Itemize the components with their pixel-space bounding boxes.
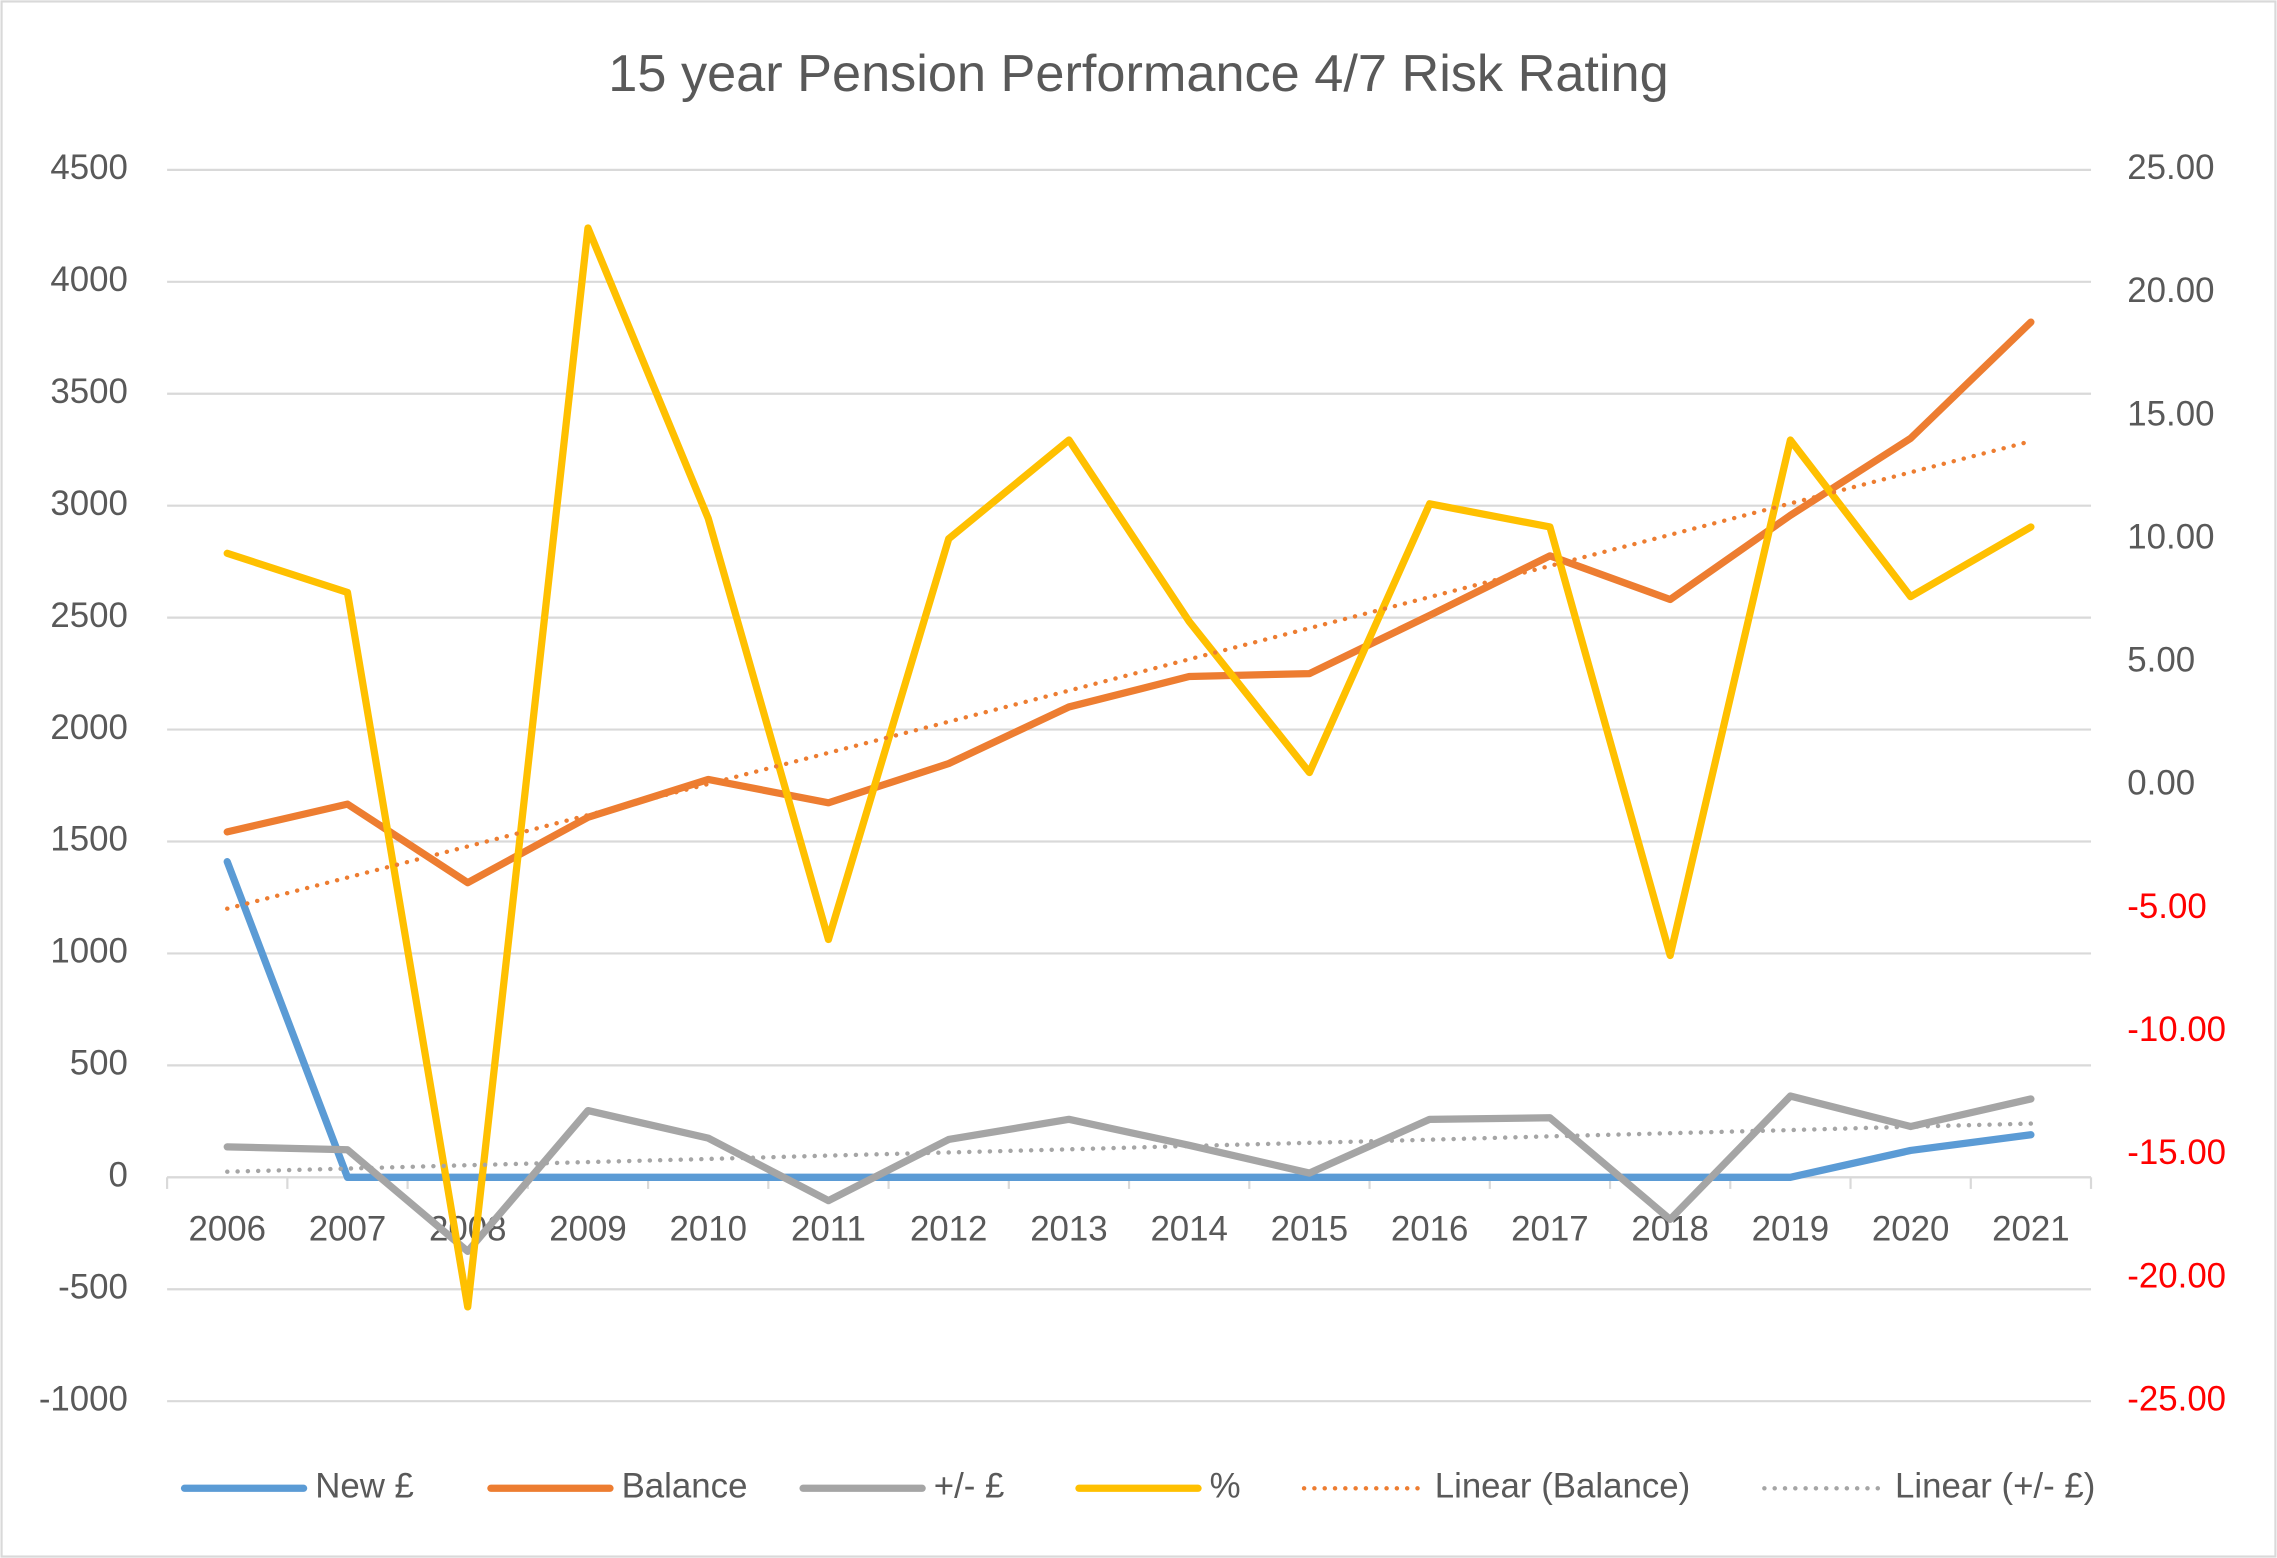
- x-tick-label: 2013: [1030, 1210, 1107, 1249]
- y-tick-label: 3000: [50, 484, 127, 523]
- trendline: [225, 439, 2034, 911]
- y-tick-label: 2000: [50, 708, 127, 747]
- legend-label: Linear (+/- £): [1895, 1467, 2095, 1506]
- x-tick-label: 2011: [791, 1210, 866, 1249]
- trendline: [225, 1121, 2034, 1174]
- y2-tick-label: -10.00: [2127, 1010, 2226, 1049]
- legend-label: +/- £: [934, 1467, 1005, 1506]
- y-tick-label: 0: [109, 1156, 128, 1195]
- legend-label: Linear (Balance): [1435, 1467, 1691, 1506]
- y-tick-label: -500: [58, 1267, 128, 1306]
- y2-tick-label: 25.00: [2127, 148, 2214, 187]
- y2-tick-label: 20.00: [2127, 271, 2214, 310]
- x-tick-label: 2010: [669, 1210, 746, 1249]
- y-tick-label: 500: [70, 1044, 128, 1083]
- y-tick-label: 4500: [50, 148, 127, 187]
- x-tick-label: 2016: [1391, 1210, 1468, 1249]
- x-tick-label: 2006: [188, 1210, 265, 1249]
- y2-tick-label: -5.00: [2127, 887, 2206, 926]
- y2-tick-label: 5.00: [2127, 641, 2195, 680]
- y2-tick-label: -25.00: [2127, 1379, 2226, 1418]
- x-tick-label: 2009: [549, 1210, 626, 1249]
- legend-label: New £: [315, 1467, 414, 1506]
- y-tick-label: 1500: [50, 820, 127, 859]
- series-line: [223, 318, 2035, 887]
- y-tick-label: 2500: [50, 596, 127, 635]
- legend-label: %: [1210, 1467, 1241, 1506]
- x-tick-label: 2019: [1752, 1210, 1829, 1249]
- x-tick-label: 2012: [910, 1210, 987, 1249]
- y2-tick-label: -15.00: [2127, 1133, 2226, 1172]
- x-tick-label: 2014: [1150, 1210, 1227, 1249]
- y2-tick-label: 0.00: [2127, 764, 2195, 803]
- y-tick-label: 4000: [50, 260, 127, 299]
- x-tick-label: 2020: [1872, 1210, 1949, 1249]
- y-tick-label: -1000: [39, 1379, 128, 1418]
- x-tick-label: 2015: [1271, 1210, 1348, 1249]
- x-tick-label: 2007: [309, 1210, 386, 1249]
- y-tick-label: 3500: [50, 372, 127, 411]
- y2-tick-label: 10.00: [2127, 517, 2214, 556]
- x-tick-label: 2021: [1992, 1210, 2069, 1249]
- y2-tick-label: -20.00: [2127, 1256, 2226, 1295]
- series-line: [223, 1092, 2035, 1256]
- y2-tick-label: 15.00: [2127, 394, 2214, 433]
- legend-label: Balance: [622, 1467, 748, 1506]
- chart-title: 15 year Pension Performance 4/7 Risk Rat…: [608, 45, 1668, 103]
- series-line: [223, 224, 2035, 1311]
- y-tick-label: 1000: [50, 932, 127, 971]
- x-tick-label: 2017: [1511, 1210, 1588, 1249]
